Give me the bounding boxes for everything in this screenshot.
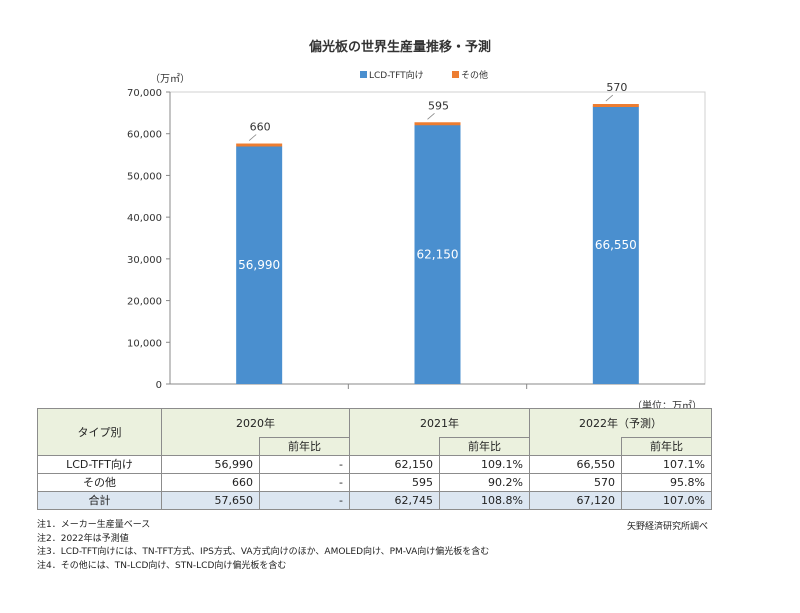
legend-label: その他 xyxy=(461,69,488,81)
row-label: LCD-TFT向け xyxy=(37,455,162,474)
y-tick-label: 10,000 xyxy=(127,338,162,349)
bar-value-label: 56,990 xyxy=(238,258,280,272)
source-credit: 矢野経済研究所調べ xyxy=(626,522,708,532)
legend-swatch xyxy=(452,71,459,78)
y-tick-label: 40,000 xyxy=(127,213,162,224)
y-axis-unit-label: （万㎡） xyxy=(150,74,190,85)
cell-2021-yoy: 108.8% xyxy=(439,491,530,510)
other-value-label: 595 xyxy=(428,99,449,112)
y-tick-label: 60,000 xyxy=(127,130,162,141)
cell-2022-yoy: 107.1% xyxy=(621,455,712,474)
y-tick-label: 50,000 xyxy=(127,171,162,182)
y-tick-label: 30,000 xyxy=(127,255,162,266)
note-4: 注4．その他には、TN-LCD向け、STN-LCD向け偏光板を含む xyxy=(37,560,287,571)
top-label-leader xyxy=(605,94,614,102)
cell-2020: 660 xyxy=(161,473,260,492)
note-1: 注1．メーカー生産量ベース xyxy=(37,520,151,530)
table-row-lcd: LCD-TFT向け 56,990 - 62,150 109.1% 66,550 … xyxy=(37,455,712,474)
chart-title: 偏光板の世界生産量推移・予測 xyxy=(308,40,491,55)
bar-chart: 0 10,000 20,000 30,000 40,000 50,000 60,000 70,… xyxy=(127,69,706,391)
bar-other xyxy=(592,104,639,108)
cell-2022-yoy: 95.8% xyxy=(621,473,712,492)
table-unit-label: （単位：万㎡） xyxy=(632,401,702,412)
row-label: 合計 xyxy=(37,491,162,510)
bar-other xyxy=(236,143,283,147)
type-header: タイプ別 xyxy=(37,408,162,456)
data-table: タイプ別 2020年 2021年 2022年（予測） 前年比 前年比 前年比 L… xyxy=(37,408,712,510)
cell-2020-yoy: - xyxy=(259,491,350,510)
bar-other xyxy=(414,122,461,126)
cell-2020-yoy: - xyxy=(259,455,350,474)
table-subheader-row: 前年比 前年比 前年比 xyxy=(38,437,712,456)
cell-2020-yoy: - xyxy=(259,473,350,492)
notes: 注1．メーカー生産量ベース 注2．2022年は予測値 注3．LCD-TFT向けに… xyxy=(37,519,489,573)
table-header-row: タイプ別 2020年 2021年 2022年（予測） xyxy=(37,408,712,456)
year-header-2022: 2022年（予測） xyxy=(529,408,712,438)
cell-2021-yoy: 109.1% xyxy=(439,455,530,474)
table-row-total: 合計 57,650 - 62,745 108.8% 67,120 107.0% xyxy=(37,491,712,510)
cell-2020: 57,650 xyxy=(161,491,260,510)
yoy-header-2021: 前年比 xyxy=(439,437,530,456)
empty-subheader xyxy=(349,437,440,456)
top-label-leader xyxy=(427,112,435,120)
table-row-other: その他 660 - 595 90.2% 570 95.8% xyxy=(37,473,712,492)
cell-2021: 595 xyxy=(349,473,440,492)
other-value-label: 660 xyxy=(250,121,271,134)
row-label: その他 xyxy=(37,473,162,492)
bar-lcd-tft xyxy=(236,146,283,384)
cell-2022: 66,550 xyxy=(529,455,622,474)
yoy-header-2020: 前年比 xyxy=(259,437,350,456)
other-value-label: 570 xyxy=(606,81,627,94)
cell-2022: 67,120 xyxy=(529,491,622,510)
y-tick-label: 0 xyxy=(156,380,162,391)
empty-subheader xyxy=(529,437,622,456)
bar-lcd-tft xyxy=(592,106,639,385)
year-header-2021: 2021年 xyxy=(349,408,530,438)
yoy-header-2022: 前年比 xyxy=(621,437,712,456)
empty-subheader xyxy=(161,437,260,456)
cell-2020: 56,990 xyxy=(161,455,260,474)
cell-2021: 62,150 xyxy=(349,455,440,474)
y-tick-label: 20,000 xyxy=(127,297,162,308)
bar-value-label: 66,550 xyxy=(595,238,637,252)
bar-value-label: 62,150 xyxy=(417,247,459,261)
cell-2022-yoy: 107.0% xyxy=(621,491,712,510)
cell-2022: 570 xyxy=(529,473,622,492)
top-label-leader xyxy=(248,134,257,141)
year-header-2020: 2020年 xyxy=(161,408,350,438)
cell-2021: 62,745 xyxy=(349,491,440,510)
note-3: 注3．LCD-TFT向けには、TN-TFT方式、IPS方式、VA方式向けのほか、… xyxy=(37,547,490,557)
note-2: 注2．2022年は予測値 xyxy=(37,533,129,544)
legend-swatch xyxy=(360,71,367,78)
cell-2021-yoy: 90.2% xyxy=(439,473,530,492)
legend-label: LCD-TFT向け xyxy=(369,69,424,81)
bar-lcd-tft xyxy=(414,124,461,384)
y-tick-label: 70,000 xyxy=(127,88,162,99)
